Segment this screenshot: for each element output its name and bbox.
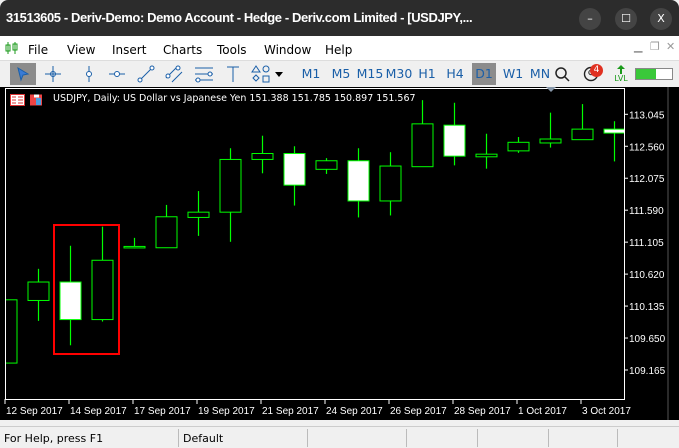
menu-charts[interactable]: Charts [163,43,203,57]
status-bar: For Help, press F1 Default [0,426,679,448]
level-icon[interactable]: LVL [610,63,632,85]
candle-body [315,160,338,170]
price-label: 110.620 [629,270,665,281]
candle-body [187,211,210,218]
date-label: 17 Sep 2017 [134,406,191,417]
candle-body [443,124,466,157]
menu-file[interactable]: File [28,43,49,57]
mdi-minimize-icon[interactable]: ▁ [634,40,643,53]
level-label: LVL [614,74,628,83]
maximize-button[interactable]: ☐ [615,8,637,30]
candle-body [379,165,402,202]
fibonacci-icon[interactable] [191,63,217,85]
signal-strength-bar [635,68,673,80]
price-label: 109.165 [629,366,666,377]
title-bar: 31513605 - Deriv-Demo: Demo Account - He… [0,0,679,36]
candle-body [507,141,530,152]
candle-body [59,281,82,321]
menu-view[interactable]: View [67,43,96,57]
menu-insert[interactable]: Insert [112,43,147,57]
candle-body [283,153,306,186]
timeframe-w1[interactable]: W1 [502,66,524,81]
highlight-box [53,224,120,355]
vertical-line-icon[interactable] [76,63,102,85]
date-label: 19 Sep 2017 [198,406,255,417]
timeframe-mn[interactable]: MN [529,66,551,81]
price-label: 111.105 [629,238,664,249]
price-label: 109.650 [629,334,666,345]
timeframe-h1[interactable]: H1 [418,66,436,81]
price-label: 112.075 [629,174,665,185]
timeframe-m15[interactable]: M15 [356,66,384,81]
mdi-restore-icon[interactable]: ❐ [650,40,660,53]
timeframe-h4[interactable]: H4 [446,66,464,81]
horizontal-line-icon[interactable] [104,63,130,85]
date-label: 1 Oct 2017 [518,406,567,417]
timeframe-m1[interactable]: M1 [301,66,321,81]
chart-list-icon [10,94,25,106]
candle-body [475,153,498,158]
candlestick-chart[interactable]: 113.045 112.560 112.075 111.590 111.105 110.6… [0,87,679,420]
menu-window[interactable]: Window [264,43,312,57]
text-icon[interactable] [220,63,246,85]
close-button[interactable]: X [650,8,672,30]
candle-body [155,216,178,249]
cursor-icon[interactable] [10,63,36,85]
date-label: 28 Sep 2017 [454,406,511,417]
date-label: 21 Sep 2017 [262,406,319,417]
shapes-icon[interactable] [248,63,274,85]
price-label: 113.045 [629,110,665,121]
candle-body [6,299,18,364]
candle-body [603,128,624,134]
timeframe-d1[interactable]: D1 [472,63,496,85]
app-candles-icon [5,42,18,54]
status-help-text: For Help, press F1 [4,432,104,445]
account-icon[interactable]: 4 [578,63,604,85]
save-template-icon [30,94,42,106]
candle-body [411,123,434,168]
candle-body [571,128,594,141]
price-label: 110.135 [629,302,665,313]
plot-frame [5,88,625,400]
chart-info-label: USDJPY, Daily: US Dollar vs Japanese Yen… [53,93,416,104]
candle-body [251,153,274,160]
trendline-icon[interactable] [133,63,159,85]
date-label: 12 Sep 2017 [6,406,63,417]
timeframe-m30[interactable]: M30 [385,66,413,81]
candle-body [219,158,242,213]
candle-body [347,160,370,202]
menu-bar: File View Insert Charts Tools Window Hel… [0,36,679,60]
candle-body [91,259,114,321]
date-label: 14 Sep 2017 [70,406,127,417]
crosshair-icon[interactable] [40,63,66,85]
dropdown-arrow-icon[interactable] [273,63,285,85]
timeframe-m5[interactable]: M5 [331,66,351,81]
candle-body [539,138,562,144]
candle-body [123,245,146,249]
date-label: 3 Oct 2017 [582,406,631,417]
notifications-badge: 4 [590,64,603,77]
mdi-close-icon[interactable]: ✕ [666,40,676,53]
window-title: 31513605 - Deriv-Demo: Demo Account - He… [6,10,473,25]
chart-window[interactable]: 113.045 112.560 112.075 111.590 111.105 110.6… [0,87,679,420]
status-profile: Default [183,432,224,445]
date-label: 24 Sep 2017 [326,406,383,417]
candles [6,100,624,364]
chart-shift-marker-icon[interactable] [546,87,556,92]
minimize-button[interactable]: – [579,8,601,30]
toolbar: M1 M5 M15 M30 H1 H4 D1 W1 MN 4 LVL [0,60,679,87]
candle-body [27,281,50,301]
price-label: 112.560 [629,142,665,153]
menu-tools[interactable]: Tools [217,43,247,57]
menu-help[interactable]: Help [325,43,353,57]
search-icon[interactable] [553,63,571,85]
channel-icon[interactable] [161,63,187,85]
date-label: 26 Sep 2017 [390,406,447,417]
price-label: 111.590 [629,206,664,217]
